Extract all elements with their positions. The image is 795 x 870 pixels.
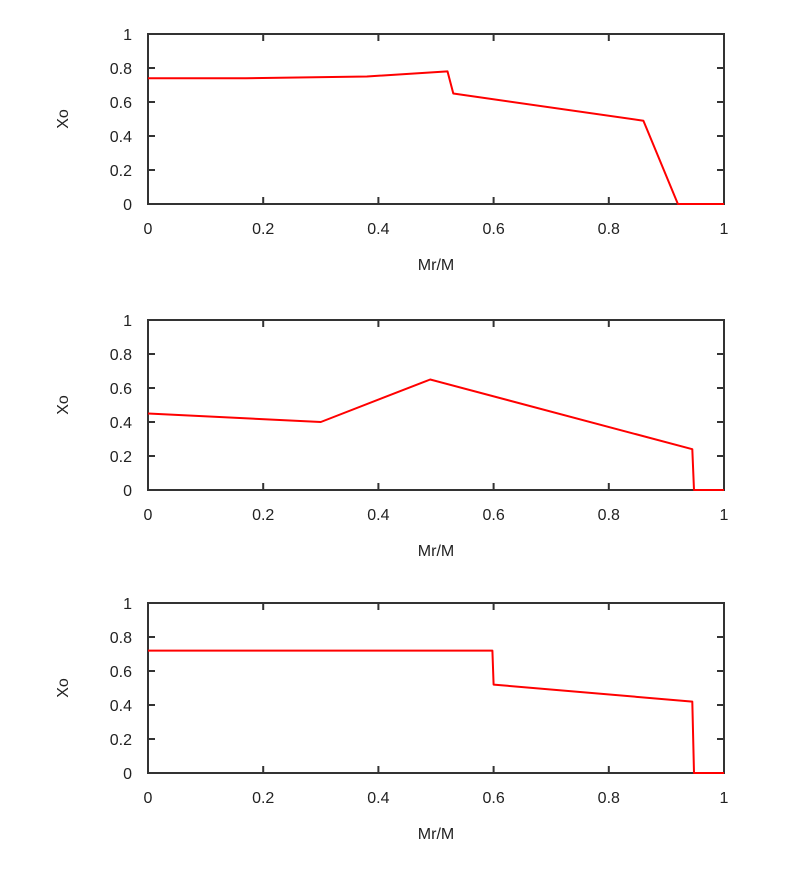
y-tick-label: 0.8 [110,347,132,364]
y-tick-label: 0.4 [110,415,132,432]
x-tick-label: 0.6 [482,507,504,524]
y-tick-label: 1 [123,313,132,330]
y-tick-label: 0 [123,766,132,783]
plot-frame [147,602,725,774]
chart-panel-2: 0 0.2 0.4 0.6 0.8 1 0 0.2 0.4 0.6 0.8 1 Mr/M Xo [55,313,729,560]
y-axis-label: Xo [55,395,72,415]
data-series-line-1 [148,70,724,205]
x-tick-label: 1 [720,221,729,238]
x-tick-label: 0.4 [367,507,389,524]
y-tick-label: 0.6 [110,381,132,398]
y-tick-label: 0 [123,483,132,500]
chart-panel-1: 0 0.2 0.4 0.6 0.8 1 0 0.2 0.4 0.6 0.8 1 Mr/M Xo [55,27,729,274]
y-tick-label: 0.4 [110,698,132,715]
y-tick-label: 1 [123,596,132,613]
x-tick-label: 0.6 [482,790,504,807]
x-tick-label: 1 [720,790,729,807]
y-tick-label: 0.6 [110,664,132,681]
y-tick-label: 0.2 [110,732,132,749]
x-axis-label: Mr/M [418,826,454,843]
x-tick-label: 0.8 [598,790,620,807]
y-tick-label: 0.6 [110,95,132,112]
y-tick-label: 0.8 [110,61,132,78]
x-tick-label: 0.8 [598,507,620,524]
x-tick-label: 0.8 [598,221,620,238]
y-tick-label: 0.4 [110,129,132,146]
x-axis-label: Mr/M [418,257,454,274]
x-tick-label: 0.6 [482,221,504,238]
x-tick-label: 0.2 [252,221,274,238]
x-tick-label: 0.4 [367,221,389,238]
plot-frame [147,319,725,491]
y-axis-label: Xo [55,109,72,129]
data-series-line-1 [147,378,724,491]
data-series-line-1 [148,649,724,774]
x-tick-label: 0.2 [252,507,274,524]
y-axis-label: Xo [55,678,72,698]
y-tick-label: 0 [123,197,132,214]
x-axis-label: Mr/M [418,543,454,560]
y-tick-label: 0.2 [110,163,132,180]
y-tick-label: 1 [123,27,132,44]
y-tick-label: 0.2 [110,449,132,466]
plot-frame [147,33,725,205]
x-tick-label: 0 [144,507,153,524]
y-tick-label: 0.8 [110,630,132,647]
chart-panel-3: 0 0.2 0.4 0.6 0.8 1 0 0.2 0.4 0.6 0.8 1 Mr/M Xo [55,596,729,843]
x-tick-label: 0 [144,221,153,238]
x-tick-label: 0.2 [252,790,274,807]
x-tick-label: 0.4 [367,790,389,807]
x-tick-label: 1 [720,507,729,524]
x-tick-label: 0 [144,790,153,807]
